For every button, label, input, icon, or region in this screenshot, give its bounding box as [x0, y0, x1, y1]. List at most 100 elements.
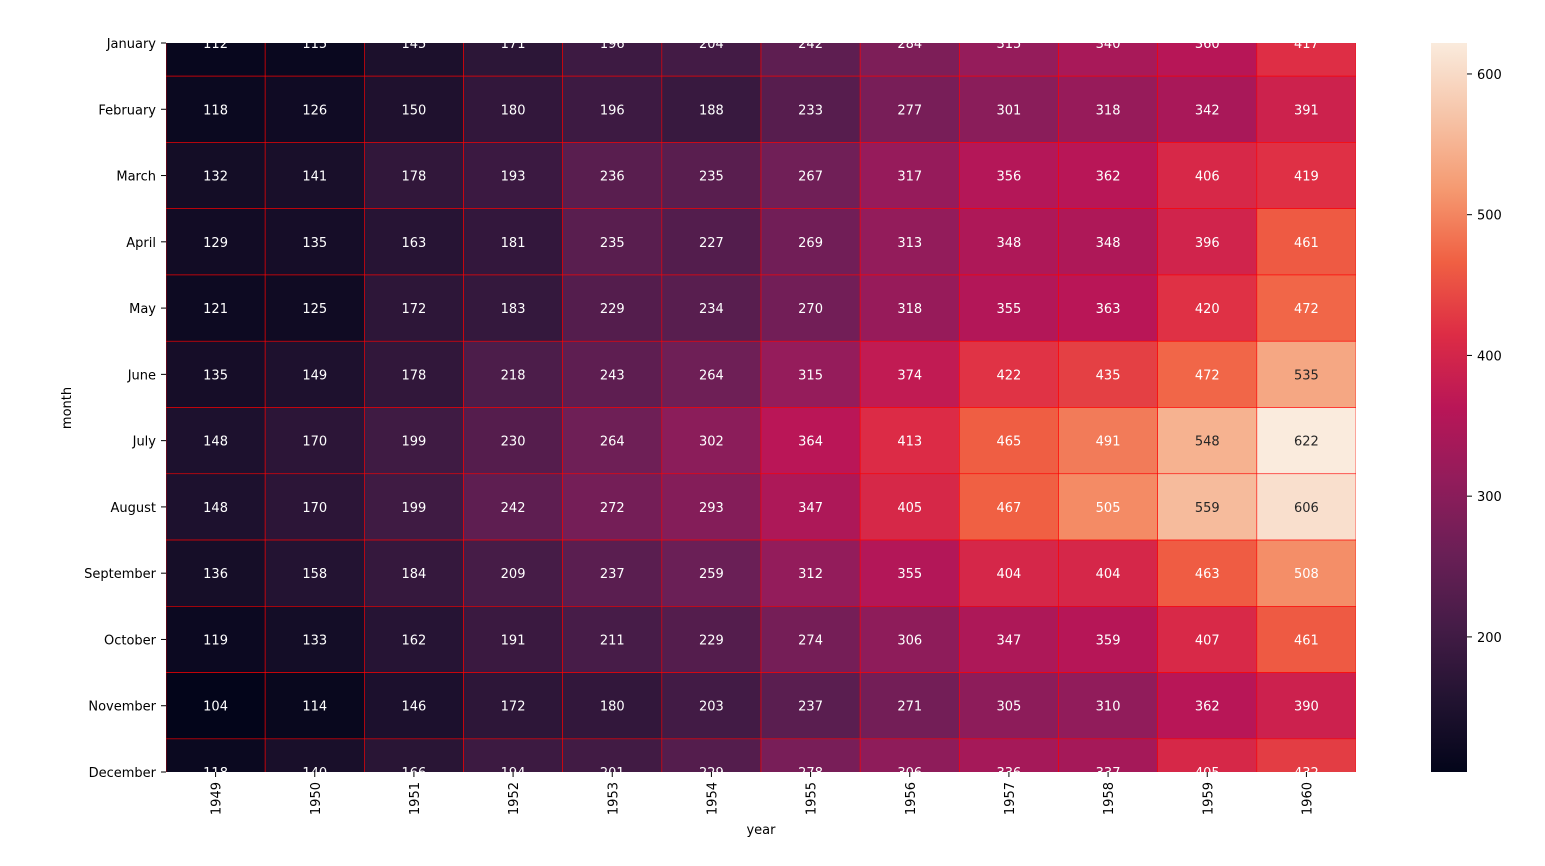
cell-rect — [264, 539, 365, 607]
cell-value-label: 467 — [997, 501, 1022, 516]
cell-value-label: 407 — [1195, 633, 1220, 648]
cell-rect — [661, 738, 762, 772]
cell-value-label: 264 — [699, 368, 724, 383]
x-tick-label: 1952 — [507, 782, 522, 815]
cell-value-label: 163 — [402, 236, 427, 251]
cell-rect — [1058, 672, 1158, 740]
cell-rect — [166, 407, 266, 475]
cell-rect — [1157, 738, 1258, 772]
heatmap-cell: 472 — [1157, 340, 1258, 408]
cell-rect — [760, 606, 861, 673]
heatmap-cell: 149 — [264, 340, 365, 408]
cell-value-label: 318 — [1096, 103, 1121, 118]
cell-rect — [661, 274, 762, 342]
cell-value-label: 355 — [897, 567, 922, 582]
heatmap-cell: 150 — [364, 75, 464, 143]
cell-value-label: 491 — [1096, 435, 1121, 450]
cell-rect — [166, 208, 266, 276]
cell-value-label: 535 — [1294, 368, 1319, 383]
heatmap-cell: 118 — [166, 75, 266, 143]
heatmap-cell: 118 — [166, 738, 266, 772]
heatmap-cell: 178 — [364, 142, 464, 209]
cell-value-label: 229 — [600, 302, 625, 317]
cell-rect — [859, 43, 960, 77]
y-tick-label: June — [127, 368, 156, 383]
cell-rect — [959, 340, 1059, 408]
heatmap-cell: 178 — [364, 340, 464, 408]
heatmap-cell: 463 — [1157, 539, 1258, 607]
y-tick-label: March — [116, 170, 156, 185]
cell-value-label: 235 — [699, 170, 724, 185]
cell-value-label: 508 — [1294, 567, 1319, 582]
cell-value-label: 420 — [1195, 302, 1220, 317]
colorbar-tick-label: 600 — [1477, 68, 1502, 83]
cell-value-label: 196 — [600, 37, 625, 52]
cell-value-label: 348 — [997, 236, 1022, 251]
heatmap-cell: 405 — [859, 473, 960, 541]
cell-value-label: 171 — [501, 37, 526, 52]
y-tick-label: September — [84, 567, 157, 582]
cell-value-label: 209 — [501, 567, 526, 582]
heatmap-cell: 121 — [166, 274, 266, 342]
x-tick-label: 1954 — [705, 782, 720, 815]
heatmap-cell: 269 — [760, 208, 861, 276]
heatmap-cell: 348 — [1058, 208, 1158, 276]
cell-rect — [364, 738, 464, 772]
cell-value-label: 264 — [600, 435, 625, 450]
heatmap-cell: 203 — [661, 672, 762, 740]
heatmap-cell: 166 — [364, 738, 464, 772]
cell-rect — [562, 738, 663, 772]
heatmap-cell: 163 — [364, 208, 464, 276]
cell-rect — [264, 43, 365, 77]
cell-value-label: 242 — [501, 501, 526, 516]
heatmap-cell: 180 — [562, 672, 663, 740]
cell-rect — [661, 672, 762, 740]
cell-rect — [1256, 274, 1356, 342]
cell-rect — [859, 340, 960, 408]
heatmap-cell: 135 — [264, 208, 365, 276]
cell-value-label: 236 — [600, 170, 625, 185]
cell-rect — [1058, 738, 1158, 772]
heatmap-cell: 180 — [463, 75, 563, 143]
cell-value-label: 218 — [501, 368, 526, 383]
cell-value-label: 405 — [897, 501, 922, 516]
colorbar-tick-label: 400 — [1477, 349, 1502, 364]
cell-value-label: 363 — [1096, 302, 1121, 317]
cell-value-label: 148 — [203, 501, 228, 516]
heatmap-cell: 172 — [364, 274, 464, 342]
heatmap-cell: 267 — [760, 142, 861, 209]
cell-rect — [760, 738, 861, 772]
cell-rect — [1157, 672, 1258, 740]
heatmap-cell: 242 — [760, 43, 861, 77]
heatmap-cell: 236 — [562, 142, 663, 209]
heatmap-cell: 277 — [859, 75, 960, 143]
cell-value-label: 278 — [798, 766, 823, 781]
cell-value-label: 204 — [699, 37, 724, 52]
heatmap-cell: 336 — [959, 738, 1059, 781]
heatmap-cell: 391 — [1256, 75, 1356, 143]
heatmap-cell: 472 — [1256, 274, 1356, 342]
cell-rect — [1256, 340, 1356, 408]
heatmap-cell: 362 — [1157, 672, 1258, 740]
heatmap-cell: 171 — [463, 37, 563, 77]
cell-value-label: 413 — [897, 435, 922, 450]
cell-rect — [859, 606, 960, 673]
heatmap-cell: 405 — [1157, 738, 1258, 772]
cell-value-label: 360 — [1195, 37, 1220, 52]
cell-rect — [959, 738, 1059, 772]
cell-rect — [463, 43, 563, 77]
heatmap-cell: 235 — [562, 208, 663, 276]
colorbar-ticks: 200 300 400 500 600 — [1467, 68, 1502, 646]
heatmap-cell: 306 — [859, 606, 960, 673]
cell-value-label: 336 — [997, 766, 1022, 781]
heatmap-cell: 359 — [1058, 606, 1158, 673]
heatmap-cell: 274 — [760, 606, 861, 673]
cell-value-label: 396 — [1195, 236, 1220, 251]
heatmap-cell: 420 — [1157, 274, 1258, 342]
cell-rect — [1256, 75, 1356, 143]
cell-value-label: 196 — [600, 103, 625, 118]
heatmap-cell: 181 — [463, 208, 563, 276]
cell-value-label: 178 — [402, 368, 427, 383]
cell-value-label: 310 — [1096, 700, 1121, 715]
